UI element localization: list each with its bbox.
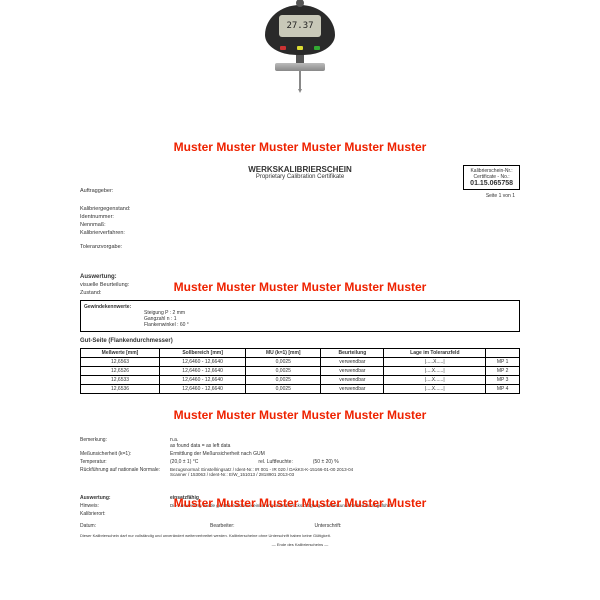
- muster-watermark-4: Muster Muster Muster Muster Muster Muste…: [0, 496, 600, 510]
- ruck-value: Bezugsnormal: Einstellringsatz / Ident-N…: [170, 467, 353, 477]
- table-row: 12,653312,6460 - 12,66400,0025verwendbar…: [81, 376, 520, 385]
- table-cell: 12,6460 - 12,6640: [160, 367, 246, 376]
- cert-number-box: Kalibrierschein-Nr.: Certificate - No.: …: [463, 165, 520, 190]
- luft-label: rel. Luftfeuchte:: [258, 459, 292, 465]
- table-cell: |....X......|: [384, 376, 486, 385]
- table-cell: verwendbar: [321, 376, 384, 385]
- muster-watermark-2: Muster Muster Muster Muster Muster Muste…: [0, 280, 600, 294]
- label-kalibrier: Kalibriergegenstand:: [80, 206, 520, 212]
- unter-label: Unterschrift:: [314, 523, 341, 529]
- table-header: Lage im Toleranzfeld: [384, 349, 486, 358]
- bearb-label: Bearbeiter:: [210, 523, 234, 529]
- label-nenn: Nennmaß:: [80, 222, 520, 228]
- gewinde-box: Gewindekennwerte: Steigung P : 2 mm Gang…: [80, 300, 520, 332]
- table-cell: verwendbar: [321, 367, 384, 376]
- gewinde-l3: Flankenwinkel : 60 °: [84, 322, 516, 328]
- table-cell: 12,6460 - 12,6640: [160, 358, 246, 367]
- muster-watermark-1: Muster Muster Muster Muster Muster Muste…: [0, 140, 600, 154]
- table-cell: 12,6526: [81, 367, 160, 376]
- lower-section: Bemerkung:n.a. as found data = as left d…: [80, 435, 520, 547]
- temp-value: (20,0 ± 1) °C: [170, 459, 198, 465]
- gauge-reading: 27.37: [279, 15, 321, 37]
- table-cell: MP 2: [486, 367, 520, 376]
- table-cell: 0,0025: [246, 376, 321, 385]
- label-ident: Identnummer:: [80, 214, 520, 220]
- doc-subtitle: Proprietary Calibration Certifikate: [80, 174, 520, 180]
- table-cell: MP 1: [486, 358, 520, 367]
- table-cell: 0,0025: [246, 385, 321, 394]
- table-cell: verwendbar: [321, 385, 384, 394]
- temp-label: Temperatur:: [80, 459, 170, 465]
- mess-value: Ermittlung der Meßunsicherheit nach GUM: [170, 451, 265, 457]
- table-cell: verwendbar: [321, 358, 384, 367]
- table-cell: 0,0025: [246, 367, 321, 376]
- table-cell: 12,6563: [81, 358, 160, 367]
- datum-label: Datum:: [80, 523, 170, 529]
- kal-label: Kalibrierort:: [80, 511, 170, 517]
- gauge-image: 27.37: [265, 5, 335, 93]
- table-cell: 12,6533: [81, 376, 160, 385]
- doc-title: WERKSKALIBRIERSCHEIN: [80, 165, 520, 174]
- table-header: Meßwerte [mm]: [81, 349, 160, 358]
- table-cell: MP 4: [486, 385, 520, 394]
- muster-watermark-3: Muster Muster Muster Muster Muster Muste…: [0, 408, 600, 422]
- table-cell: MP 3: [486, 376, 520, 385]
- gut-title: Gut-Seite (Flankendurchmesser): [80, 338, 520, 344]
- table-header: [486, 349, 520, 358]
- table-header: Beurteilung: [321, 349, 384, 358]
- table-row: 12,653612,6460 - 12,66400,0025verwendbar…: [81, 385, 520, 394]
- table-cell: 12,6460 - 12,6640: [160, 376, 246, 385]
- table-row: 12,652612,6460 - 12,66400,0025verwendbar…: [81, 367, 520, 376]
- luft-value: (50 ± 20) %: [313, 459, 339, 465]
- table-row: 12,656312,6460 - 12,66400,0025verwendbar…: [81, 358, 520, 367]
- bemerkung-value: n.a. as found data = as left data: [170, 437, 230, 449]
- table-cell: |....X......|: [384, 367, 486, 376]
- table-header: Sollbereich [mm]: [160, 349, 246, 358]
- measurement-table: Meßwerte [mm]Sollbereich [mm]MU (k=1) [m…: [80, 348, 520, 394]
- table-cell: 12,6460 - 12,6640: [160, 385, 246, 394]
- table-cell: |.....X.....|: [384, 358, 486, 367]
- table-cell: 12,6536: [81, 385, 160, 394]
- table-header: MU (k=1) [mm]: [246, 349, 321, 358]
- table-cell: |....X......|: [384, 385, 486, 394]
- table-cell: 0,0025: [246, 358, 321, 367]
- ruck-label: Rückführung auf nationale Normale:: [80, 467, 170, 477]
- footer-2: — Ende des Kalibrierscheins —: [80, 542, 520, 547]
- cert-number: 01.15.065758: [470, 180, 513, 187]
- page-number: Seite 1 von 1: [486, 193, 515, 199]
- footer-1: Dieser Kalibrierschein darf nur vollstän…: [80, 533, 520, 538]
- mess-label: Meßunsicherheit (k=1):: [80, 451, 170, 457]
- bemerkung-label: Bemerkung:: [80, 437, 170, 449]
